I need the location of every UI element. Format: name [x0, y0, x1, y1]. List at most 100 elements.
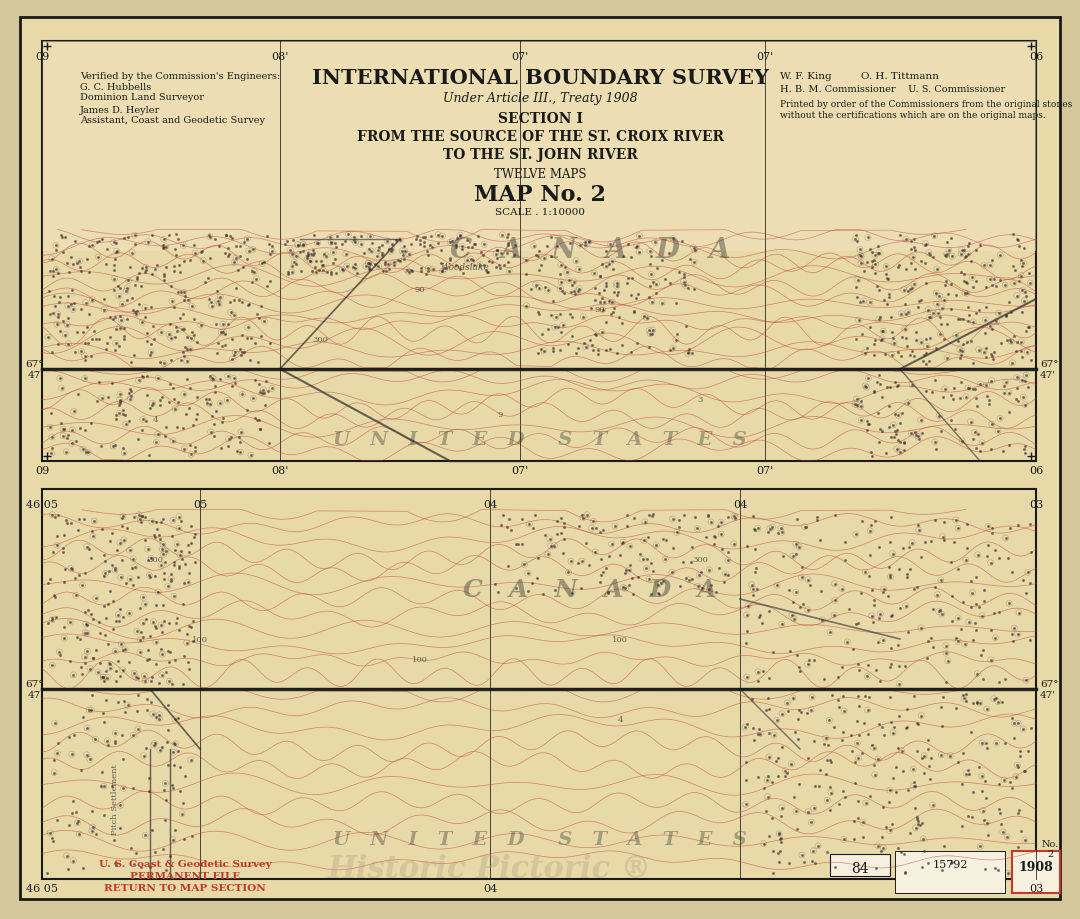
Point [139, 235, 157, 250]
Point [160, 723, 177, 738]
Point [1002, 305, 1020, 320]
Text: 90: 90 [595, 306, 605, 313]
Point [866, 249, 883, 264]
Point [955, 596, 972, 610]
Point [886, 336, 903, 351]
Point [956, 637, 973, 652]
Point [59, 861, 77, 876]
Point [175, 346, 192, 360]
Point [46, 511, 64, 526]
Point [565, 275, 582, 289]
Point [89, 235, 106, 250]
Point [593, 552, 610, 567]
Point [942, 302, 959, 317]
Point [179, 655, 197, 670]
Text: without the certifications which are on the original maps.: without the certifications which are on … [780, 111, 1045, 119]
Point [455, 267, 472, 281]
Point [719, 568, 737, 583]
Point [227, 346, 244, 360]
Point [874, 633, 891, 648]
Text: 67°
47': 67° 47' [1040, 360, 1058, 380]
Point [823, 755, 840, 770]
Point [78, 748, 95, 763]
Point [738, 773, 755, 788]
Point [772, 809, 789, 823]
Point [902, 348, 919, 363]
Point [295, 238, 312, 253]
Point [1013, 350, 1030, 365]
Point [163, 676, 180, 691]
Point [1003, 627, 1021, 641]
Point [499, 239, 516, 254]
Text: C   A   N   A   D   A: C A N A D A [449, 236, 730, 263]
Point [183, 753, 200, 767]
Point [935, 515, 953, 529]
Point [997, 531, 1014, 546]
Point [815, 672, 833, 686]
Point [147, 620, 164, 635]
Point [500, 227, 517, 242]
Point [119, 281, 136, 296]
Point [895, 847, 913, 862]
Point [889, 638, 906, 652]
Point [146, 530, 163, 545]
Point [956, 691, 973, 706]
Point [890, 258, 907, 273]
Point [487, 260, 504, 275]
Point [301, 255, 319, 269]
Point [600, 549, 618, 563]
Point [167, 248, 185, 263]
Point [908, 580, 926, 595]
Point [588, 328, 605, 343]
Point [815, 737, 833, 752]
Point [231, 239, 248, 254]
Point [865, 593, 882, 607]
Point [850, 313, 867, 328]
Point [77, 354, 94, 369]
Point [883, 547, 901, 562]
Point [674, 234, 691, 249]
Point [940, 653, 957, 668]
Point [989, 863, 1007, 878]
Point [935, 839, 953, 854]
Point [822, 803, 839, 818]
Point [374, 238, 391, 253]
Point [40, 284, 57, 299]
Point [1016, 446, 1034, 460]
Point [1015, 764, 1032, 778]
Point [1010, 606, 1027, 620]
Point [785, 789, 802, 804]
Point [613, 338, 631, 353]
Point [307, 266, 324, 280]
Point [289, 238, 307, 253]
Text: Pitch Settlement: Pitch Settlement [111, 764, 119, 834]
Point [571, 238, 589, 253]
Point [713, 528, 730, 542]
Point [337, 247, 354, 262]
Point [152, 393, 170, 408]
Point [859, 669, 876, 684]
Point [122, 382, 139, 397]
Point [83, 550, 100, 565]
Point [894, 764, 912, 778]
Point [891, 562, 908, 577]
Point [867, 257, 885, 272]
Text: Assistant, Coast and Geodetic Survey: Assistant, Coast and Geodetic Survey [80, 116, 265, 125]
Point [856, 346, 874, 360]
Point [552, 344, 569, 358]
Point [602, 238, 619, 253]
Point [693, 581, 711, 596]
Point [675, 267, 692, 282]
Point [474, 249, 491, 264]
Point [879, 589, 896, 604]
Point [753, 616, 770, 630]
Point [954, 312, 971, 327]
Point [968, 274, 985, 289]
Point [553, 527, 570, 541]
Point [976, 862, 994, 877]
Point [629, 336, 646, 351]
Point [849, 234, 866, 249]
Point [175, 307, 192, 322]
Point [40, 617, 57, 631]
Point [594, 565, 611, 580]
